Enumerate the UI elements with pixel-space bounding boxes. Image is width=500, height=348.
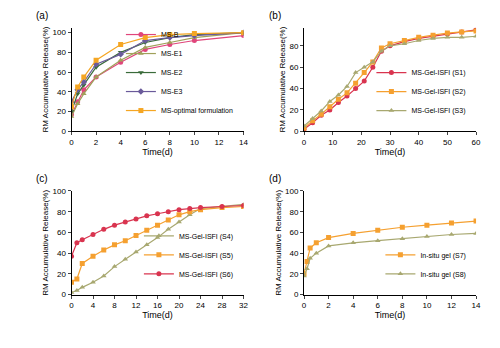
- svg-text:MS-Gel-ISFI (S6): MS-Gel-ISFI (S6): [179, 271, 233, 279]
- svg-text:12: 12: [447, 301, 456, 310]
- svg-text:8: 8: [112, 301, 117, 310]
- svg-text:40: 40: [57, 88, 66, 97]
- svg-text:Time(d): Time(d): [142, 310, 173, 320]
- svg-text:40: 40: [289, 84, 298, 93]
- svg-text:2: 2: [94, 138, 99, 147]
- svg-text:MS-E3: MS-E3: [161, 88, 183, 95]
- svg-text:0: 0: [294, 290, 299, 299]
- svg-text:50: 50: [443, 138, 452, 147]
- svg-text:12: 12: [132, 301, 141, 310]
- svg-text:24: 24: [196, 301, 205, 310]
- svg-text:80: 80: [289, 42, 298, 51]
- svg-text:60: 60: [289, 63, 298, 72]
- svg-text:In-situ gel (S8): In-situ gel (S8): [420, 271, 466, 279]
- svg-text:20: 20: [289, 270, 298, 279]
- svg-text:80: 80: [57, 208, 66, 217]
- svg-text:MS-B: MS-B: [161, 31, 179, 38]
- svg-text:MS-E2: MS-E2: [161, 69, 183, 76]
- svg-text:10: 10: [422, 301, 431, 310]
- svg-text:60: 60: [57, 68, 66, 77]
- svg-text:80: 80: [57, 48, 66, 57]
- svg-text:0: 0: [69, 301, 74, 310]
- svg-text:30: 30: [386, 138, 395, 147]
- svg-text:80: 80: [289, 208, 298, 217]
- svg-text:40: 40: [57, 249, 66, 258]
- svg-text:8: 8: [168, 138, 173, 147]
- svg-text:(b): (b): [269, 10, 281, 21]
- svg-text:14: 14: [239, 138, 248, 147]
- svg-text:10: 10: [190, 138, 199, 147]
- svg-text:40: 40: [289, 249, 298, 258]
- svg-text:RM Accumulative Release(%): RM Accumulative Release(%): [41, 190, 50, 296]
- svg-text:0: 0: [61, 290, 66, 299]
- svg-text:32: 32: [239, 301, 248, 310]
- svg-text:8: 8: [400, 301, 405, 310]
- svg-text:4: 4: [351, 301, 356, 310]
- svg-text:14: 14: [472, 301, 481, 310]
- svg-text:20: 20: [57, 270, 66, 279]
- svg-text:0: 0: [302, 301, 307, 310]
- svg-text:20: 20: [175, 301, 184, 310]
- svg-text:0: 0: [294, 127, 299, 136]
- svg-text:60: 60: [57, 228, 66, 237]
- svg-text:MS-Gel-ISFI (S1): MS-Gel-ISFI (S1): [411, 69, 465, 77]
- svg-text:In-situ gel (S7): In-situ gel (S7): [420, 252, 466, 260]
- svg-text:40: 40: [414, 138, 423, 147]
- svg-text:RM Accumulative Release(%): RM Accumulative Release(%): [278, 26, 287, 132]
- svg-text:10: 10: [328, 138, 337, 147]
- svg-text:2: 2: [326, 301, 331, 310]
- svg-text:6: 6: [143, 138, 148, 147]
- svg-text:RM Accumulative Release(%): RM Accumulative Release(%): [274, 190, 283, 296]
- svg-text:(d): (d): [269, 173, 281, 184]
- svg-text:100: 100: [53, 187, 67, 196]
- svg-text:12: 12: [215, 138, 224, 147]
- svg-text:MS-optimal formulation: MS-optimal formulation: [161, 107, 233, 115]
- svg-text:(c): (c): [36, 173, 48, 184]
- svg-text:Time(d): Time(d): [375, 310, 406, 320]
- svg-text:100: 100: [285, 187, 299, 196]
- svg-text:MS-E1: MS-E1: [161, 50, 183, 57]
- svg-text:0: 0: [69, 138, 74, 147]
- svg-text:Time(d): Time(d): [375, 147, 406, 157]
- svg-text:100: 100: [53, 28, 67, 37]
- svg-text:60: 60: [472, 138, 481, 147]
- svg-text:4: 4: [91, 301, 96, 310]
- svg-text:0: 0: [61, 127, 66, 136]
- svg-text:RM Accumulative Release(%): RM Accumulative Release(%): [41, 26, 50, 132]
- svg-text:4: 4: [118, 138, 123, 147]
- svg-text:Time(d): Time(d): [142, 147, 173, 157]
- svg-text:MS-Gel-ISFI (S2): MS-Gel-ISFI (S2): [411, 88, 465, 96]
- svg-text:20: 20: [57, 107, 66, 116]
- svg-text:MS-Gel-ISFI (S3): MS-Gel-ISFI (S3): [411, 107, 465, 115]
- svg-text:60: 60: [289, 228, 298, 237]
- svg-text:0: 0: [302, 138, 307, 147]
- svg-text:(a): (a): [36, 10, 48, 21]
- svg-text:6: 6: [376, 301, 381, 310]
- svg-text:20: 20: [357, 138, 366, 147]
- svg-text:MS-Gel-ISFI (S5): MS-Gel-ISFI (S5): [179, 252, 233, 260]
- svg-text:16: 16: [153, 301, 162, 310]
- svg-text:MS-Gel-ISFI (S4): MS-Gel-ISFI (S4): [179, 233, 233, 241]
- svg-text:20: 20: [289, 106, 298, 115]
- svg-text:28: 28: [218, 301, 227, 310]
